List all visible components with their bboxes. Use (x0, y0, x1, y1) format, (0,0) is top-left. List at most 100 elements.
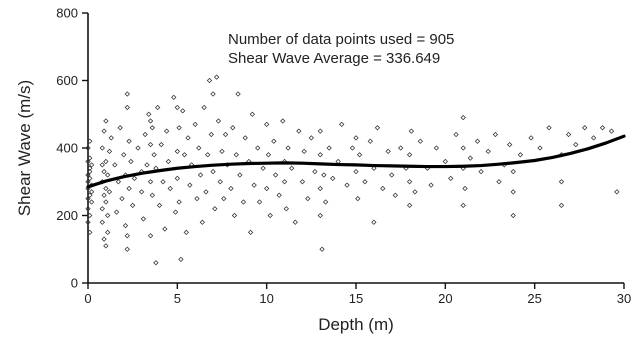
data-point (167, 185, 173, 192)
data-point (392, 192, 398, 198)
data-point (99, 219, 105, 225)
data-point (460, 114, 466, 121)
annotation-point-count: Number of data points used = 905 (228, 31, 454, 48)
trend-line (86, 134, 626, 189)
data-points (85, 74, 620, 266)
y-tick-label: 600 (56, 73, 78, 88)
data-point (196, 145, 202, 151)
data-point (317, 212, 323, 219)
data-point (99, 206, 105, 212)
data-point (126, 138, 132, 144)
data-point (142, 131, 148, 138)
data-point (162, 226, 168, 232)
data-point (380, 185, 386, 192)
data-point (165, 158, 172, 165)
data-point (108, 135, 114, 141)
data-point (240, 199, 247, 205)
data-point (213, 74, 220, 80)
data-point (537, 145, 543, 151)
data-point (208, 131, 214, 138)
ticks: 0 5 10 15 20 25 30 0 200 400 600 800 (56, 6, 631, 307)
data-point (99, 145, 105, 151)
x-tick-label: 25 (527, 291, 541, 306)
data-point (510, 168, 516, 175)
data-point (249, 111, 256, 117)
data-point (251, 182, 257, 188)
data-point (185, 135, 191, 141)
data-point (267, 212, 273, 219)
data-point (247, 229, 254, 236)
data-point (285, 145, 291, 151)
data-point (178, 256, 184, 263)
data-point (147, 179, 154, 185)
data-point (222, 131, 229, 138)
data-point (128, 158, 134, 165)
data-point (199, 219, 206, 225)
data-point (85, 206, 91, 212)
data-point (112, 162, 118, 168)
data-point (412, 189, 418, 195)
data-point (467, 155, 474, 161)
data-point (85, 179, 91, 185)
data-point (124, 233, 130, 239)
data-point (197, 172, 204, 178)
y-tick-label: 200 (56, 208, 78, 223)
data-point (85, 158, 91, 165)
data-point (131, 175, 138, 182)
data-point (187, 182, 193, 188)
data-point (126, 185, 132, 192)
data-point (87, 138, 93, 144)
data-point (206, 77, 213, 84)
data-point (99, 162, 105, 168)
data-point (113, 209, 120, 215)
data-point (103, 243, 109, 249)
data-point (353, 135, 359, 141)
data-point (305, 195, 311, 202)
data-point (151, 152, 157, 158)
data-point (104, 229, 111, 236)
data-point (506, 141, 513, 148)
data-point (406, 152, 413, 158)
data-point (233, 152, 239, 158)
y-tick-label: 0 (71, 276, 78, 291)
data-point (264, 185, 270, 192)
data-point (140, 216, 147, 222)
data-point (371, 219, 377, 225)
data-point (317, 185, 323, 192)
data-point (104, 212, 111, 219)
data-point (124, 104, 130, 111)
data-point (565, 131, 572, 138)
data-point (608, 128, 615, 134)
data-point (355, 195, 361, 202)
data-point (103, 199, 109, 205)
data-point (176, 199, 182, 205)
data-point (130, 202, 136, 209)
data-point (147, 233, 154, 239)
data-point (260, 165, 266, 171)
data-point (87, 192, 93, 198)
data-point (276, 192, 282, 198)
data-point (87, 155, 93, 161)
data-point (183, 229, 189, 236)
data-point (85, 172, 91, 178)
data-point (121, 152, 127, 158)
data-point (558, 179, 565, 185)
data-point (546, 125, 552, 131)
data-point (367, 138, 373, 144)
y-tick-label: 400 (56, 141, 78, 156)
data-point (256, 199, 263, 205)
data-point (237, 172, 243, 178)
data-point (235, 91, 241, 97)
data-point (180, 108, 186, 114)
data-point (292, 219, 298, 225)
data-point (203, 189, 209, 195)
data-point (280, 118, 286, 124)
data-point (122, 222, 129, 229)
data-point (174, 148, 180, 155)
data-point (296, 128, 302, 134)
data-point (573, 141, 579, 148)
data-point (417, 138, 423, 144)
data-point (362, 179, 368, 185)
data-point (385, 148, 391, 155)
data-point (117, 125, 123, 131)
